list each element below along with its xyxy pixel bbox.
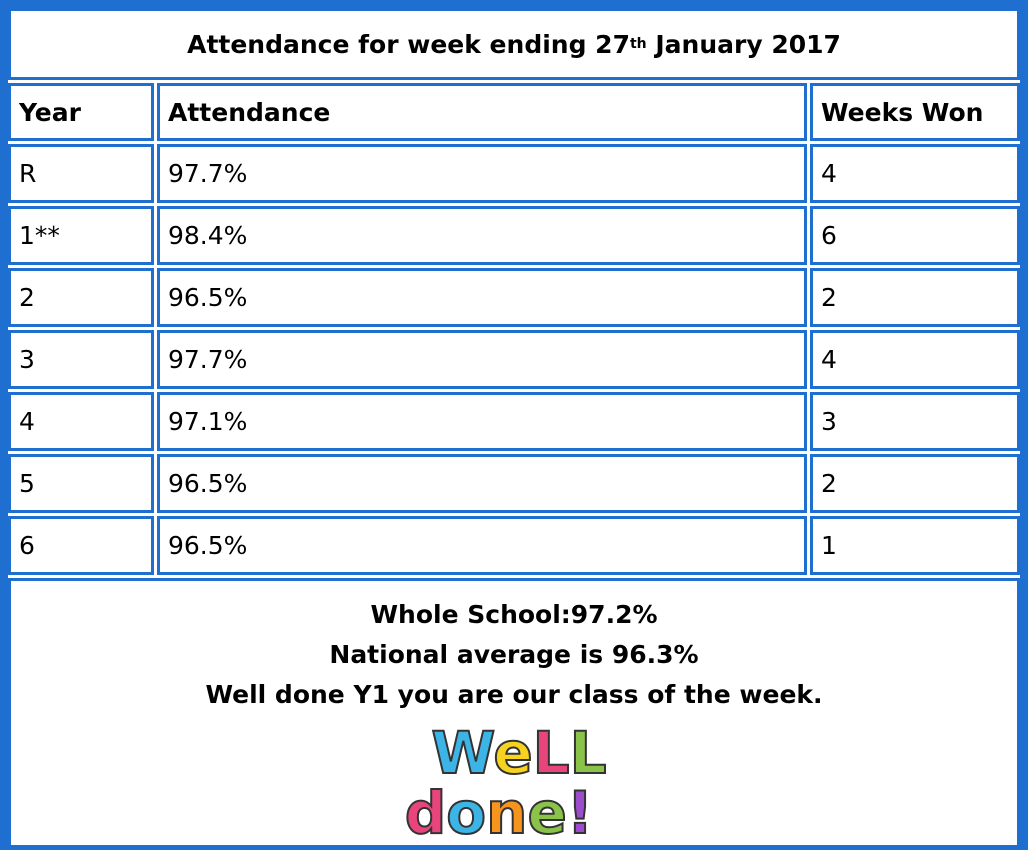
image-letter: L xyxy=(533,719,570,787)
table-cell: 5 xyxy=(8,454,154,513)
table-cell: 98.4% xyxy=(157,206,807,265)
table-cell: 4 xyxy=(8,392,154,451)
image-letter: W xyxy=(431,719,494,787)
header-cell: Weeks Won xyxy=(810,83,1020,141)
image-word: done! xyxy=(405,779,593,845)
image-letter: ! xyxy=(567,779,593,845)
page: Attendance for week ending 27th January … xyxy=(0,0,1028,850)
table-cell: 96.5% xyxy=(157,268,807,327)
header-cell: Attendance xyxy=(157,83,807,141)
table-cell: 6 xyxy=(8,516,154,575)
image-letter: d xyxy=(405,779,447,845)
footer-line: National average is 96.3% xyxy=(329,635,698,675)
table-cell: 4 xyxy=(810,144,1020,203)
title: Attendance for week ending 27 xyxy=(187,30,630,59)
image-letter: o xyxy=(446,779,486,845)
table-cell: 96.5% xyxy=(157,516,807,575)
table-cell: 2 xyxy=(8,268,154,327)
footer-line: Whole School:97.2% xyxy=(370,595,657,635)
footer-line: Well done Y1 you are our class of the we… xyxy=(205,675,822,715)
image-letter: L xyxy=(570,719,607,787)
table-cell: 1 xyxy=(810,516,1020,575)
table-cell: 97.7% xyxy=(157,144,807,203)
image-letter: e xyxy=(527,779,566,845)
table-cell: 4 xyxy=(810,330,1020,389)
title-rest: January 2017 xyxy=(655,30,841,59)
footer-cell: Whole School:97.2%National average is 96… xyxy=(8,578,1020,848)
image-letter: n xyxy=(486,779,527,845)
table-cell: 97.1% xyxy=(157,392,807,451)
table-cell: 2 xyxy=(810,268,1020,327)
table-cell: 1** xyxy=(8,206,154,265)
table-cell: 6 xyxy=(810,206,1020,265)
table-cell: 96.5% xyxy=(157,454,807,513)
image-word: WeLL xyxy=(431,719,606,787)
image-letter: e xyxy=(493,719,532,787)
table-cell: 2 xyxy=(810,454,1020,513)
table-cell: R xyxy=(8,144,154,203)
title-sup: th xyxy=(630,36,647,52)
table-cell: 97.7% xyxy=(157,330,807,389)
table-cell: 3 xyxy=(8,330,154,389)
header-cell: Year xyxy=(8,83,154,141)
table-cell: 3 xyxy=(810,392,1020,451)
